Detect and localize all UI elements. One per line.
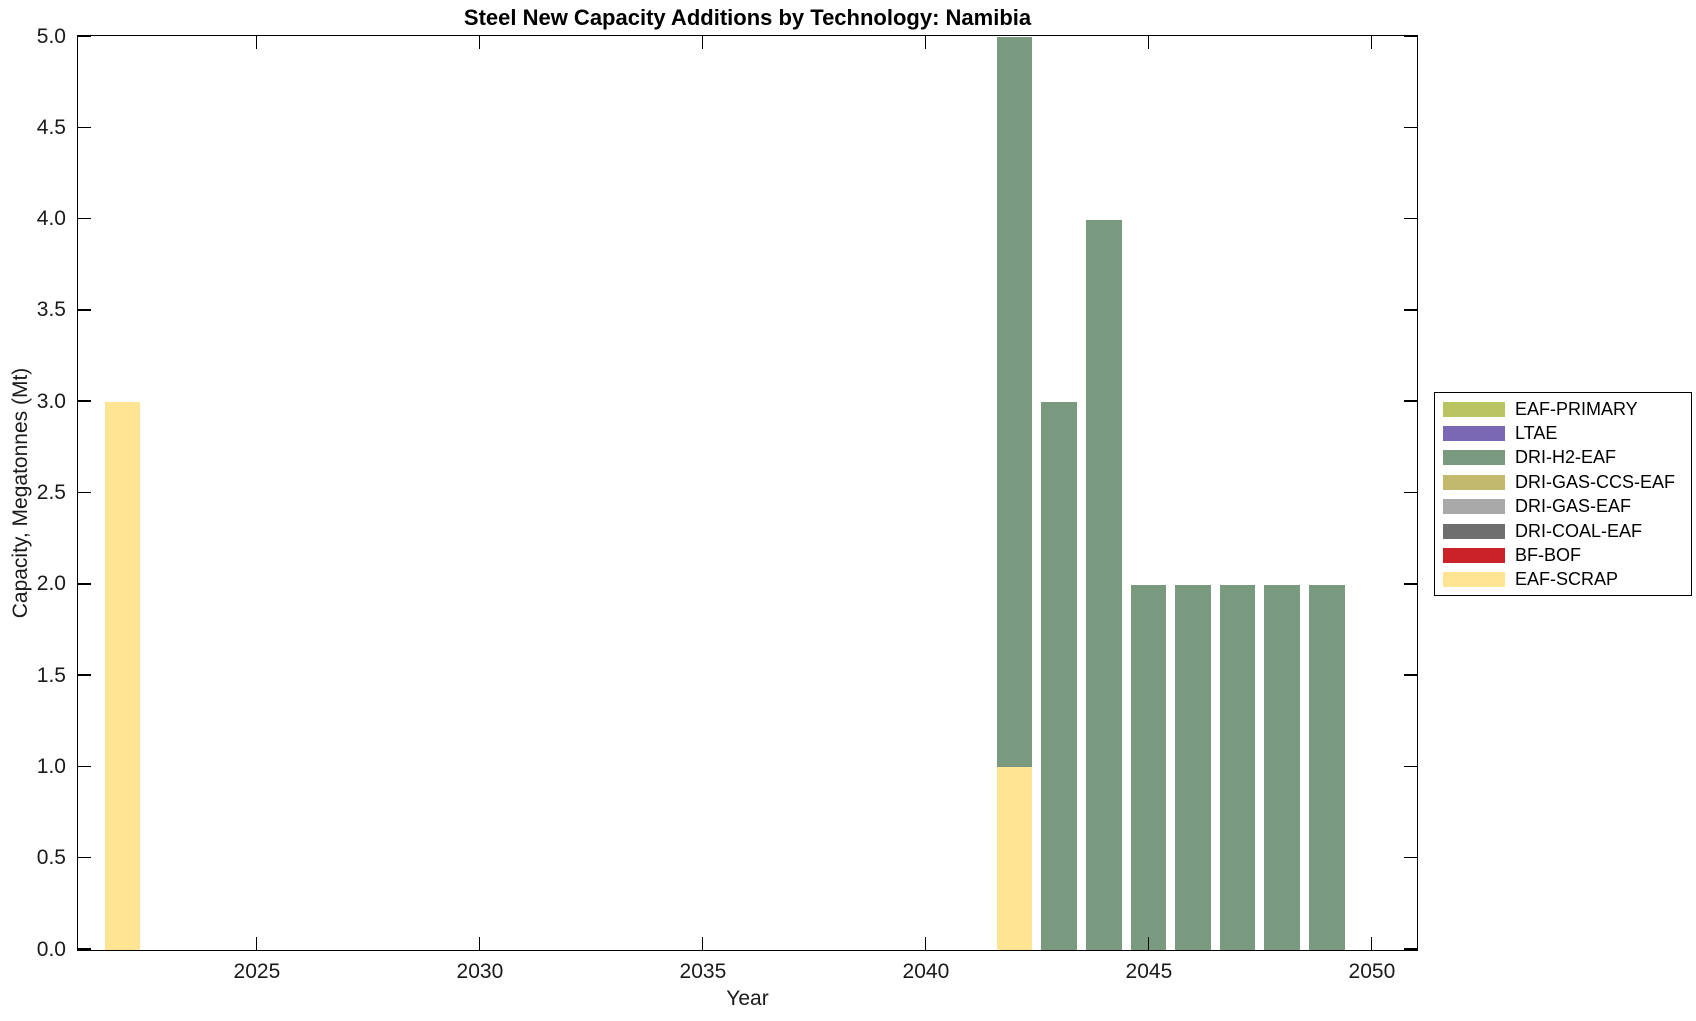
chart-title: Steel New Capacity Additions by Technolo… bbox=[463, 5, 1032, 30]
y-tick-right-2.5 bbox=[1404, 491, 1417, 494]
y-tick-label-3.5: 3.5 bbox=[36, 298, 66, 322]
y-tick-right-3.0 bbox=[1404, 400, 1417, 402]
y-tick-right-3.5 bbox=[1404, 309, 1417, 311]
legend-swatch-EAF-SCRAP bbox=[1443, 572, 1505, 588]
legend-item-BF-BOF: BF-BOF bbox=[1435, 543, 1691, 567]
legend-item-DRI-COAL-EAF: DRI-COAL-EAF bbox=[1435, 519, 1691, 543]
legend-label-DRI-COAL-EAF: DRI-COAL-EAF bbox=[1515, 520, 1643, 541]
bar-2045-DRI-H2-EAF bbox=[1130, 584, 1167, 950]
x-tick-2040 bbox=[924, 937, 927, 950]
legend-item-EAF-PRIMARY: EAF-PRIMARY bbox=[1435, 397, 1691, 421]
legend-swatch-DRI-COAL-EAF bbox=[1443, 523, 1505, 539]
y-tick-right-5.0 bbox=[1404, 35, 1417, 37]
y-tick-0.5 bbox=[78, 856, 91, 859]
x-tick-top-2025 bbox=[255, 36, 258, 49]
legend-label-LTAE: LTAE bbox=[1515, 423, 1558, 444]
x-tick-top-2040 bbox=[924, 36, 927, 49]
bar-2042-DRI-H2-EAF bbox=[996, 37, 1033, 768]
y-tick-5.0 bbox=[78, 35, 91, 37]
legend-item-DRI-GAS-CCS-EAF: DRI-GAS-CCS-EAF bbox=[1435, 470, 1691, 494]
y-tick-1.0 bbox=[78, 765, 91, 768]
x-tick-2045 bbox=[1147, 937, 1150, 950]
x-tick-label-2040: 2040 bbox=[902, 960, 950, 983]
y-tick-label-2.5: 2.5 bbox=[36, 481, 66, 504]
y-tick-right-1.0 bbox=[1404, 765, 1417, 768]
x-tick-top-2030 bbox=[478, 36, 481, 49]
x-tick-top-2050 bbox=[1370, 36, 1373, 49]
legend-item-DRI-GAS-EAF: DRI-GAS-EAF bbox=[1435, 495, 1691, 519]
y-tick-3.0 bbox=[78, 400, 91, 402]
legend-swatch-DRI-GAS-EAF bbox=[1443, 499, 1505, 515]
y-tick-2.0 bbox=[78, 583, 91, 585]
y-tick-4.5 bbox=[78, 126, 91, 129]
y-tick-label-4.0: 4.0 bbox=[36, 207, 66, 231]
y-tick-label-3.0: 3.0 bbox=[36, 389, 66, 413]
x-tick-top-2045 bbox=[1147, 36, 1150, 49]
x-tick-label-2025: 2025 bbox=[233, 960, 281, 983]
legend-label-EAF-PRIMARY: EAF-PRIMARY bbox=[1515, 398, 1638, 419]
x-tick-label-2035: 2035 bbox=[679, 960, 727, 983]
y-tick-3.5 bbox=[78, 309, 91, 311]
y-tick-label-2.0: 2.0 bbox=[36, 572, 66, 596]
x-tick-label-2045: 2045 bbox=[1125, 960, 1173, 983]
legend-label-DRI-H2-EAF: DRI-H2-EAF bbox=[1515, 447, 1617, 468]
x-tick-label-2050: 2050 bbox=[1348, 960, 1396, 983]
x-tick-2050 bbox=[1370, 937, 1373, 950]
y-tick-label-5.0: 5.0 bbox=[36, 24, 66, 48]
y-tick-right-1.5 bbox=[1404, 674, 1417, 676]
y-tick-right-0.0 bbox=[1404, 948, 1417, 950]
legend-label-BF-BOF: BF-BOF bbox=[1515, 545, 1581, 566]
legend-swatch-EAF-PRIMARY bbox=[1443, 401, 1505, 417]
legend: EAF-PRIMARY LTAE DRI-H2-EAF DRI-GAS-CCS-EAF… bbox=[1434, 392, 1692, 596]
legend-swatch-BF-BOF bbox=[1443, 548, 1505, 564]
legend-swatch-LTAE bbox=[1443, 426, 1505, 442]
x-tick-2030 bbox=[478, 937, 481, 950]
legend-swatch-DRI-H2-EAF bbox=[1443, 450, 1505, 466]
y-tick-label-0.5: 0.5 bbox=[36, 846, 66, 870]
legend-label-DRI-GAS-CCS-EAF: DRI-GAS-CCS-EAF bbox=[1515, 471, 1676, 492]
bar-2049-DRI-H2-EAF bbox=[1308, 584, 1345, 950]
y-tick-2.5 bbox=[78, 491, 91, 494]
legend-item-EAF-SCRAP: EAF-SCRAP bbox=[1435, 568, 1691, 592]
legend-label-DRI-GAS-EAF: DRI-GAS-EAF bbox=[1515, 496, 1632, 517]
x-tick-label-2030: 2030 bbox=[456, 960, 504, 983]
bar-2047-DRI-H2-EAF bbox=[1219, 584, 1256, 950]
x-tick-2025 bbox=[255, 937, 258, 950]
bar-2022-EAF-SCRAP bbox=[104, 402, 141, 950]
y-tick-right-4.0 bbox=[1404, 217, 1417, 220]
x-tick-top-2035 bbox=[701, 36, 704, 49]
y-tick-label-4.5: 4.5 bbox=[36, 115, 66, 139]
y-tick-1.5 bbox=[78, 674, 91, 676]
y-tick-0.0 bbox=[78, 948, 91, 950]
legend-swatch-DRI-GAS-CCS-EAF bbox=[1443, 474, 1505, 490]
y-tick-right-2.0 bbox=[1404, 583, 1417, 585]
bar-2044-DRI-H2-EAF bbox=[1085, 219, 1122, 950]
bar-2043-DRI-H2-EAF bbox=[1041, 402, 1078, 950]
y-tick-label-1.0: 1.0 bbox=[36, 754, 66, 778]
legend-item-DRI-H2-EAF: DRI-H2-EAF bbox=[1435, 446, 1691, 470]
bar-2042-EAF-SCRAP bbox=[996, 767, 1033, 950]
x-axis-label: Year bbox=[726, 987, 769, 1010]
x-tick-2035 bbox=[701, 937, 704, 950]
y-tick-label-0.0: 0.0 bbox=[36, 937, 66, 961]
y-tick-4.0 bbox=[78, 217, 91, 220]
y-tick-right-4.5 bbox=[1404, 126, 1417, 129]
plot-area bbox=[77, 35, 1418, 951]
legend-item-LTAE: LTAE bbox=[1435, 421, 1691, 445]
y-tick-label-1.5: 1.5 bbox=[36, 663, 66, 687]
bar-2048-DRI-H2-EAF bbox=[1264, 584, 1301, 950]
y-tick-right-0.5 bbox=[1404, 856, 1417, 859]
bar-2046-DRI-H2-EAF bbox=[1175, 584, 1211, 950]
legend-label-EAF-SCRAP: EAF-SCRAP bbox=[1515, 569, 1619, 590]
